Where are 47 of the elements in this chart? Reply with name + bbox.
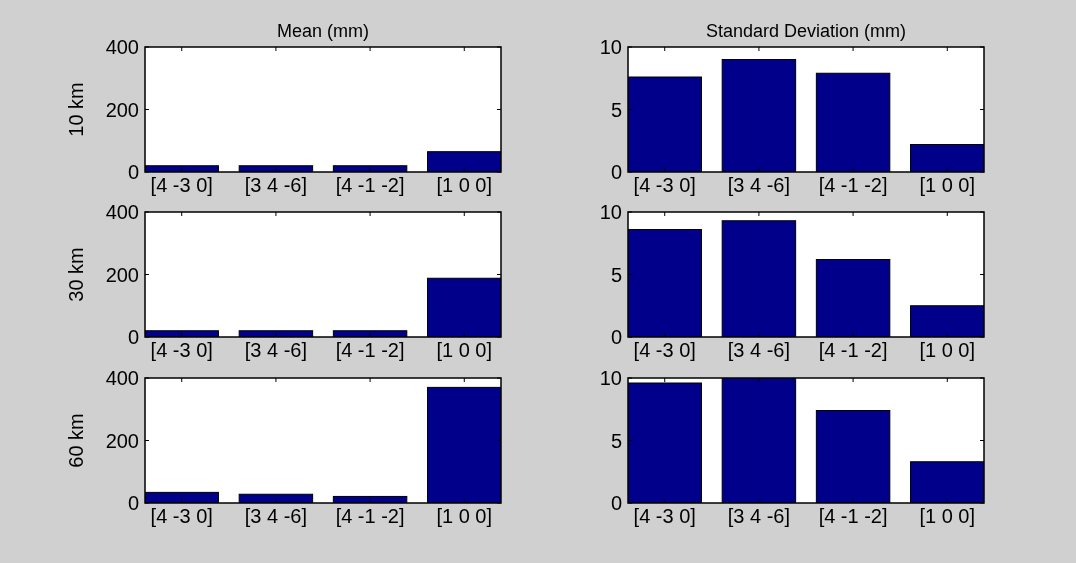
y-tick-label: 5 [610, 98, 622, 121]
x-tick-label: [3 4 -6] [727, 339, 791, 361]
y-tick-label: 0 [610, 492, 622, 514]
y-tick-label: 5 [610, 263, 622, 286]
y-tick-label: 10 [599, 36, 622, 58]
x-tick-label: [1 0 0] [436, 339, 493, 361]
x-tick-label: [3 4 -6] [244, 174, 308, 196]
x-tick-label: [4 -1 -2] [818, 505, 888, 527]
y-tick-label: 400 [105, 36, 139, 58]
x-tick-label: [4 -1 -2] [818, 339, 888, 361]
y-tick-label: 0 [127, 492, 139, 514]
y-axis-title: 30 km [65, 247, 87, 302]
x-tick-label: [4 -1 -2] [335, 339, 405, 361]
x-tick-label: [4 -3 0] [633, 339, 696, 361]
x-tick-label: [4 -3 0] [633, 174, 696, 196]
y-tick-label: 10 [599, 367, 622, 389]
x-tick-label: [4 -3 0] [150, 505, 213, 527]
x-tick-label: [4 -3 0] [150, 339, 213, 361]
x-tick-label: [4 -1 -2] [818, 174, 888, 196]
x-tick-label: [3 4 -6] [727, 505, 791, 527]
x-tick-label: [1 0 0] [436, 505, 493, 527]
x-tick-label: [4 -3 0] [150, 174, 213, 196]
y-tick-label: 200 [105, 263, 139, 286]
chart-title: Mean (mm) [276, 21, 370, 41]
y-tick-label: 0 [610, 326, 622, 348]
x-tick-label: [3 4 -6] [727, 174, 791, 196]
y-tick-label: 0 [610, 161, 622, 183]
y-axis-title: 10 km [65, 82, 87, 137]
y-tick-label: 200 [105, 429, 139, 452]
x-tick-label: [1 0 0] [919, 505, 976, 527]
y-tick-label: 400 [105, 367, 139, 389]
y-tick-label: 400 [105, 201, 139, 223]
y-tick-label: 200 [105, 98, 139, 121]
x-tick-label: [3 4 -6] [244, 339, 308, 361]
x-tick-label: [3 4 -6] [244, 505, 308, 527]
y-tick-label: 0 [127, 161, 139, 183]
x-tick-label: [4 -1 -2] [335, 174, 405, 196]
y-axis-title: 60 km [65, 413, 87, 468]
x-tick-label: [1 0 0] [436, 174, 493, 196]
x-tick-label: [1 0 0] [919, 174, 976, 196]
x-tick-label: [4 -1 -2] [335, 505, 405, 527]
chart-title: Standard Deviation (mm) [705, 21, 907, 41]
y-tick-label: 5 [610, 429, 622, 452]
x-tick-label: [1 0 0] [919, 339, 976, 361]
y-tick-label: 10 [599, 201, 622, 223]
y-tick-label: 0 [127, 326, 139, 348]
x-tick-label: [4 -3 0] [633, 505, 696, 527]
